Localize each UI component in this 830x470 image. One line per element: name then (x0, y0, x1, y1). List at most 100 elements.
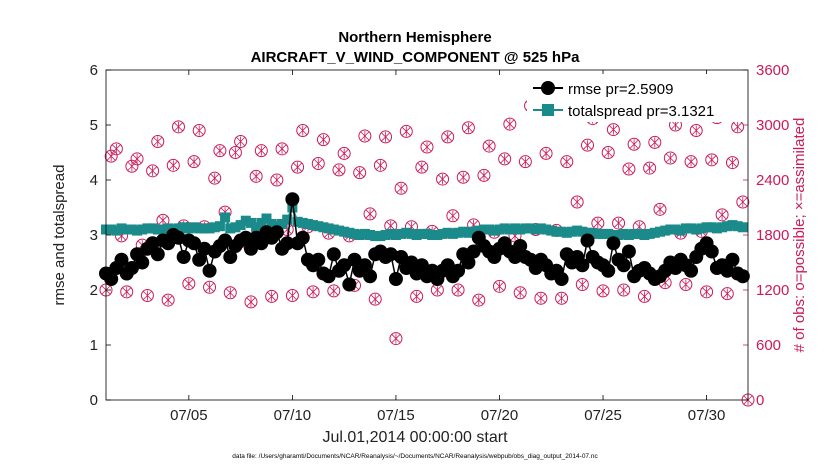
rmse-point (575, 258, 590, 273)
obs-assimilated-marker (360, 131, 370, 141)
rmse-point (347, 252, 362, 267)
obs-possible-marker (684, 155, 698, 169)
obs-possible-marker (327, 284, 341, 298)
totalspread-point (644, 228, 655, 239)
rmse-point (388, 272, 403, 286)
obs-assimilated-marker (583, 140, 592, 151)
totalspread-point (344, 227, 355, 238)
obs-possible-marker (182, 277, 196, 291)
totalspread-point (111, 225, 122, 236)
obs-assimilated-marker (391, 333, 401, 344)
obs-assimilated-marker (691, 125, 701, 136)
obs-possible-marker (399, 124, 413, 138)
totalspread-point (649, 227, 660, 238)
obs-possible-marker (612, 216, 626, 230)
totalspread-point (561, 227, 572, 238)
obs-possible-marker (700, 285, 714, 299)
rmse-point (243, 241, 258, 256)
totalspread-point (401, 227, 412, 238)
x-tick-label: 07/05 (170, 407, 208, 424)
totalspread-point (686, 223, 697, 234)
obs-assimilated-marker (210, 173, 220, 184)
obs-assimilated-marker (370, 294, 380, 305)
obs-possible-marker (120, 285, 134, 299)
totalspread-point (245, 217, 256, 228)
obs-possible-marker (223, 286, 237, 300)
obs-possible-marker (254, 144, 268, 158)
totalspread-point (546, 225, 557, 236)
obs-assimilated-marker (578, 279, 587, 290)
data-file-footnote: data file: /Users/gharamti/Documents/NCA… (232, 453, 598, 460)
obs-possible-marker (244, 295, 258, 309)
rmse-point (704, 244, 719, 259)
obs-possible-marker (379, 130, 393, 144)
totalspread-point (598, 228, 609, 239)
totalspread-point (629, 228, 640, 239)
rmse-point (104, 272, 119, 286)
totalspread-point (613, 230, 624, 240)
obs-assimilated-marker (106, 151, 116, 162)
obs-assimilated-marker (723, 288, 732, 299)
obs-assimilated-marker (251, 171, 261, 182)
obs-possible-marker (104, 149, 118, 163)
rmse-point (363, 269, 378, 284)
obs-assimilated-marker (453, 285, 463, 295)
rmse-point (461, 255, 476, 270)
y-right-tick-label: 3600 (756, 62, 789, 79)
obs-assimilated-marker (422, 142, 432, 152)
rmse-point (326, 247, 341, 262)
obs-assimilated-marker (236, 136, 245, 147)
obs-possible-marker (208, 171, 222, 185)
obs-assimilated-marker (505, 119, 515, 130)
totalspread-point (530, 224, 541, 235)
obs-possible-marker (291, 160, 305, 174)
totalspread-point (504, 224, 515, 235)
obs-assimilated-marker (598, 285, 608, 296)
rmse-point (285, 192, 300, 207)
obs-assimilated-marker (246, 296, 256, 307)
rmse-point (311, 252, 326, 267)
obs-assimilated-marker (339, 148, 349, 159)
totalspread-point (116, 223, 127, 234)
legend: rmse pr=2.5909 totalspread pr=3.1321 (527, 74, 743, 122)
totalspread-point (230, 222, 241, 233)
rmse-point (187, 236, 202, 251)
totalspread-point (163, 223, 174, 234)
totalspread-point (365, 230, 376, 240)
rmse-point (725, 252, 740, 267)
obs-possible-marker (353, 166, 367, 180)
legend-spread-label: totalspread pr=3.1321 (568, 103, 714, 120)
obs-possible-marker (420, 140, 434, 154)
rmse-point (342, 277, 357, 292)
rmse-point (337, 258, 352, 273)
obs-possible-marker (456, 170, 470, 184)
rmse-point (601, 263, 616, 278)
totalspread-point (173, 223, 184, 234)
totalspread-point (411, 230, 422, 240)
obs-possible-marker (228, 146, 242, 159)
totalspread-point (235, 220, 246, 231)
obs-assimilated-marker (396, 183, 406, 194)
obs-possible-marker (311, 157, 325, 170)
obs-assimilated-marker (205, 282, 214, 293)
obs-possible-marker (203, 280, 217, 294)
obs-assimilated-marker (329, 285, 339, 296)
y-axis-left-labels: 0 1 2 3 4 5 6 (90, 62, 98, 409)
totalspread-point (722, 221, 733, 232)
obs-possible-marker (539, 146, 553, 160)
y-axis-left-title: rmse and totalspread (51, 165, 68, 306)
obs-possible-marker (663, 151, 677, 165)
obs-assimilated-marker (153, 136, 163, 147)
rmse-point (554, 272, 569, 286)
totalspread-point (396, 228, 407, 239)
totalspread-point (463, 227, 474, 238)
rmse-point (321, 269, 336, 284)
totalspread-point (654, 226, 665, 237)
obs-assimilated-marker (334, 164, 344, 175)
totalspread-point (525, 223, 536, 234)
obs-possible-marker (601, 146, 615, 159)
totalspread-point (458, 226, 469, 237)
y-left-tick-label: 4 (90, 172, 98, 189)
chart-title: Northern Hemisphere (338, 29, 491, 46)
totalspread-point (727, 220, 738, 231)
